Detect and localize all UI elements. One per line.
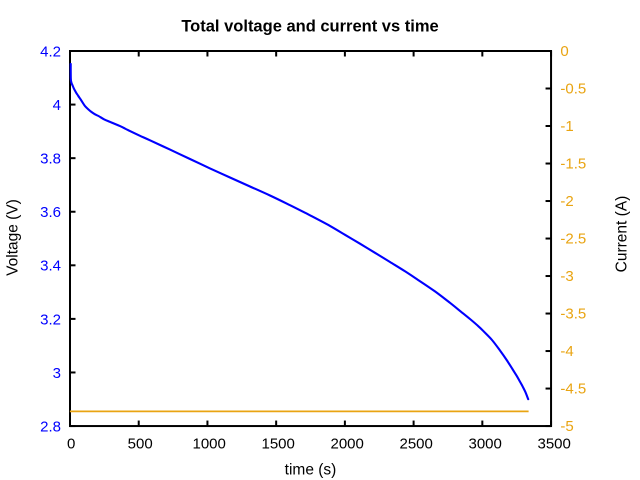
svg-text:3000: 3000 [469, 435, 502, 452]
svg-text:-3.5: -3.5 [560, 306, 586, 323]
svg-text:4.2: 4.2 [40, 43, 61, 60]
svg-text:1500: 1500 [262, 435, 295, 452]
svg-text:3: 3 [53, 365, 61, 382]
svg-text:3.4: 3.4 [40, 258, 61, 275]
svg-text:1000: 1000 [193, 435, 226, 452]
svg-text:Current (A): Current (A) [614, 196, 631, 273]
svg-text:-2.5: -2.5 [560, 231, 586, 248]
svg-text:3.2: 3.2 [40, 311, 61, 328]
svg-text:-0.5: -0.5 [560, 81, 586, 98]
svg-text:-2: -2 [560, 193, 573, 210]
svg-text:0: 0 [560, 43, 568, 60]
svg-text:-1.5: -1.5 [560, 156, 586, 173]
svg-text:2500: 2500 [400, 435, 433, 452]
svg-text:Voltage (V): Voltage (V) [5, 199, 22, 276]
svg-text:4: 4 [53, 97, 61, 114]
svg-text:-4: -4 [560, 343, 573, 360]
svg-text:-3: -3 [560, 268, 573, 285]
svg-text:Total voltage and current vs t: Total voltage and current vs time [181, 17, 438, 35]
svg-text:2.8: 2.8 [40, 418, 61, 435]
svg-text:3500: 3500 [538, 435, 571, 452]
svg-text:0: 0 [67, 435, 75, 452]
svg-text:500: 500 [128, 435, 153, 452]
svg-text:3.6: 3.6 [40, 204, 61, 221]
svg-text:3.8: 3.8 [40, 151, 61, 168]
svg-text:time (s): time (s) [285, 462, 337, 479]
svg-text:-4.5: -4.5 [560, 381, 586, 398]
svg-text:2000: 2000 [331, 435, 364, 452]
svg-text:-5: -5 [560, 418, 573, 435]
svg-text:-1: -1 [560, 118, 573, 135]
